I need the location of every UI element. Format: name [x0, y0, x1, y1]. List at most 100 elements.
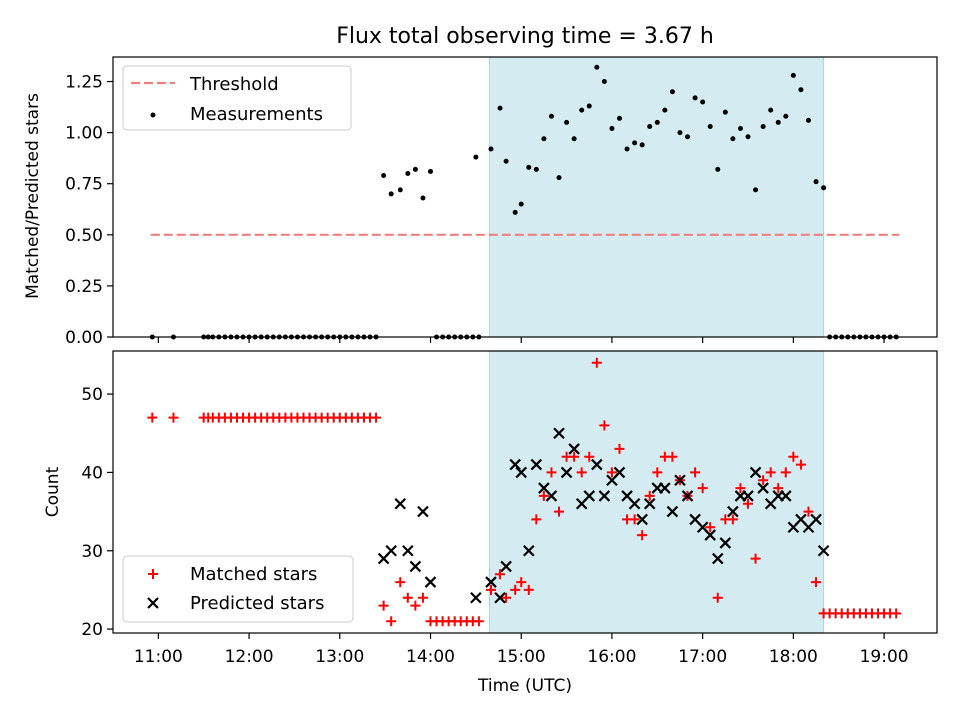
- matched-star-point: [546, 467, 557, 478]
- predicted-star-point: [711, 552, 724, 565]
- x-tick-label: 12:00: [225, 647, 274, 667]
- predicted-star-point: [560, 466, 573, 479]
- measurement-point: [707, 123, 713, 129]
- matched-star-point: [147, 412, 158, 423]
- measurement-point: [388, 191, 394, 197]
- matched-star-point: [531, 514, 542, 525]
- measurement-point: [473, 154, 479, 160]
- chart-title: Flux total observing time = 3.67 h: [336, 24, 714, 49]
- measurement-point: [677, 130, 683, 136]
- predicted-star-point: [742, 490, 754, 502]
- predicted-star-point: [659, 482, 671, 494]
- predicted-star-point: [628, 497, 641, 510]
- measurement-point: [412, 166, 418, 172]
- bottom-y-axis-label: Count: [43, 466, 63, 517]
- measurement-point: [692, 95, 698, 101]
- measurement-point: [497, 105, 503, 111]
- predicted-star-point: [530, 458, 543, 471]
- predicted-star-point: [727, 505, 739, 518]
- matched-star-point: [727, 514, 738, 525]
- measurement-point: [654, 119, 660, 125]
- matched-star-point: [690, 467, 701, 478]
- predicted-star-point: [613, 466, 626, 479]
- measurement-point: [722, 109, 728, 115]
- measurement-point: [760, 123, 766, 129]
- top-legend: Threshold Measurements: [122, 65, 352, 131]
- matched-star-point: [750, 553, 761, 564]
- matched-star-point: [606, 467, 617, 478]
- measurement-point: [700, 99, 706, 105]
- measurement-point: [488, 146, 494, 152]
- matched-star-point: [788, 451, 799, 462]
- top-y-tick-label: 0.50: [65, 226, 103, 246]
- top-series-0: [149, 64, 899, 340]
- top-y-tick-label: 0.25: [65, 277, 103, 297]
- top-y-tick-label: 1.00: [65, 124, 103, 144]
- matched-star-point: [395, 577, 406, 588]
- matched-star-point: [538, 490, 549, 501]
- predicted-star-point: [780, 490, 792, 502]
- matched-star-point: [811, 577, 822, 588]
- bottom-y-tick-label: 40: [81, 463, 103, 483]
- matched-star-point: [371, 412, 382, 423]
- matched-star-point: [697, 483, 708, 494]
- legend-matched-label: Matched stars: [190, 564, 317, 585]
- top-legend-box: [122, 65, 352, 131]
- bottom-legend-box: [122, 555, 354, 623]
- measurement-point: [594, 64, 600, 70]
- legend-threshold-label: Threshold: [189, 74, 279, 95]
- matched-star-point: [758, 475, 769, 486]
- matched-star-point: [523, 584, 534, 595]
- matched-star-point: [495, 569, 506, 580]
- x-tick-label: 16:00: [587, 647, 636, 667]
- measurement-point: [518, 201, 524, 207]
- matched-star-point: [510, 584, 521, 595]
- predicted-star-point: [494, 591, 506, 604]
- bottom-axes-frame: [112, 350, 938, 634]
- top-y-tick-label: 0.75: [65, 175, 103, 195]
- predicted-star-point: [515, 466, 527, 479]
- matched-star-point: [644, 490, 655, 501]
- top-y-tick-label: 1.25: [65, 73, 103, 93]
- measurement-point: [768, 107, 774, 113]
- predicted-star-point: [409, 560, 422, 573]
- matched-star-point: [773, 483, 784, 494]
- measurement-point: [579, 107, 585, 113]
- matched-star-point: [765, 467, 776, 478]
- predicted-star-point: [509, 458, 521, 471]
- top-panel: 0.00 0.25 0.50 0.75 1.00 1.25 Threshold Measure…: [65, 56, 938, 348]
- matched-star-point: [667, 451, 678, 462]
- matched-star-point: [473, 616, 484, 627]
- matched-star-point: [576, 467, 587, 478]
- legend-matched-swatch: [148, 569, 158, 579]
- measurement-point: [503, 158, 509, 164]
- measurement-point: [737, 126, 743, 132]
- measurement-point: [813, 179, 819, 185]
- predicted-star-point: [749, 466, 762, 479]
- x-tick-label: 13:00: [315, 647, 364, 667]
- predicted-star-point: [643, 497, 656, 510]
- predicted-star-point: [553, 427, 565, 440]
- predicted-star-point: [485, 576, 497, 588]
- predicted-star-point: [704, 529, 716, 541]
- measurement-point: [571, 136, 577, 142]
- measurement-point: [586, 103, 592, 109]
- measurement-point: [512, 209, 518, 215]
- bottom-y-tick-label: 50: [81, 385, 103, 405]
- predicted-star-point: [817, 544, 830, 557]
- measurement-point: [533, 166, 539, 172]
- predicted-star-point: [583, 490, 596, 502]
- measurement-point: [601, 79, 607, 85]
- predicted-star-point: [394, 497, 407, 510]
- measurement-point: [669, 89, 675, 95]
- matched-star-point: [402, 592, 413, 603]
- predicted-star-point: [402, 544, 414, 557]
- matched-star-point: [516, 577, 527, 588]
- matched-star-point: [417, 592, 428, 603]
- x-axis-label: Time (UTC): [477, 676, 572, 696]
- matched-star-point: [629, 514, 640, 525]
- measurement-point: [662, 107, 668, 113]
- measurement-point: [564, 119, 570, 125]
- predicted-star-point: [598, 490, 611, 502]
- measurement-point: [541, 136, 547, 142]
